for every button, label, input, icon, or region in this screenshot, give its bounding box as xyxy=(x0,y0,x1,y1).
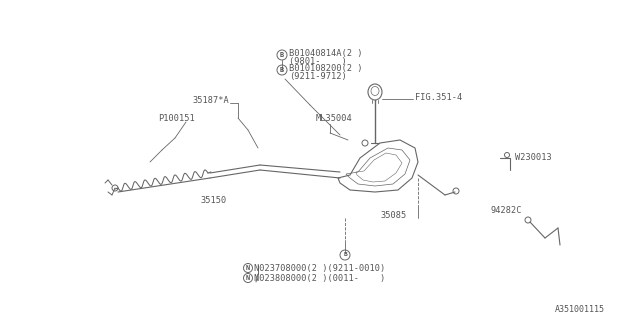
Text: B01040814A(2 ): B01040814A(2 ) xyxy=(289,49,362,58)
Text: ML35004: ML35004 xyxy=(316,114,353,123)
Text: B: B xyxy=(280,67,284,73)
Text: P100151: P100151 xyxy=(158,114,195,123)
Text: N: N xyxy=(246,265,250,271)
Text: B: B xyxy=(343,252,347,258)
Text: FIG.351-4: FIG.351-4 xyxy=(415,92,462,101)
Text: B010108200(2 ): B010108200(2 ) xyxy=(289,63,362,73)
Text: 35150: 35150 xyxy=(200,196,227,204)
Text: W230013: W230013 xyxy=(515,153,552,162)
Text: (9801-    ): (9801- ) xyxy=(289,57,347,66)
Text: (9211-9712): (9211-9712) xyxy=(289,71,347,81)
Text: N: N xyxy=(246,275,250,281)
Text: 94282C: 94282C xyxy=(490,205,522,214)
Text: N023808000(2 )(0011-    ): N023808000(2 )(0011- ) xyxy=(254,274,385,283)
Text: B: B xyxy=(280,52,284,58)
Text: 35187*A: 35187*A xyxy=(192,95,228,105)
Text: N023708000(2 )(9211-0010): N023708000(2 )(9211-0010) xyxy=(254,263,385,273)
Text: A351001115: A351001115 xyxy=(555,306,605,315)
Text: 35085: 35085 xyxy=(380,211,406,220)
